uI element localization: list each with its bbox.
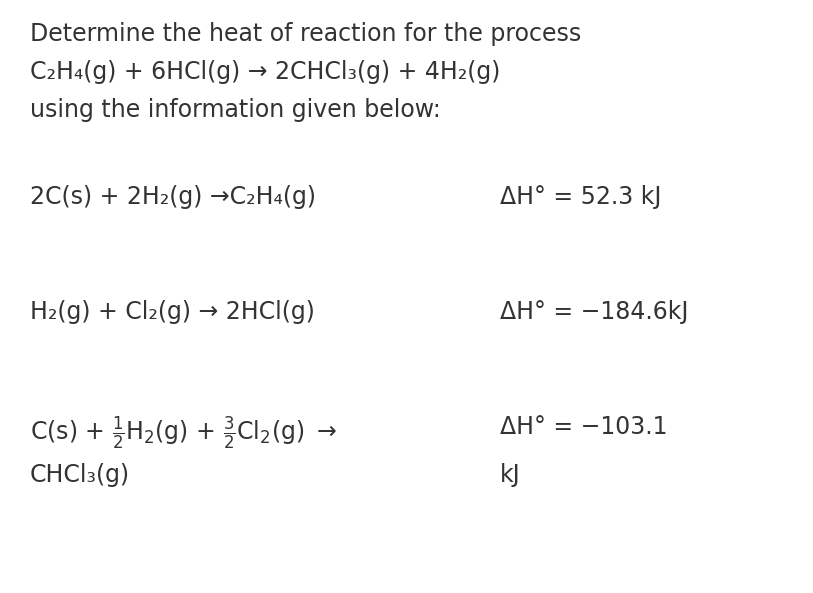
Text: H₂(g) + Cl₂(g) → 2HCl(g): H₂(g) + Cl₂(g) → 2HCl(g) <box>30 300 315 324</box>
Text: using the information given below:: using the information given below: <box>30 98 441 122</box>
Text: 2C(s) + 2H₂(g) →C₂H₄(g): 2C(s) + 2H₂(g) →C₂H₄(g) <box>30 185 316 209</box>
Text: ΔH° = −103.1: ΔH° = −103.1 <box>500 415 667 439</box>
Text: kJ: kJ <box>500 463 521 487</box>
Text: C₂H₄(g) + 6HCl(g) → 2CHCl₃(g) + 4H₂(g): C₂H₄(g) + 6HCl(g) → 2CHCl₃(g) + 4H₂(g) <box>30 60 500 84</box>
Text: ΔH° = −184.6kJ: ΔH° = −184.6kJ <box>500 300 689 324</box>
Text: CHCl₃(g): CHCl₃(g) <box>30 463 130 487</box>
Text: Determine the heat of reaction for the process: Determine the heat of reaction for the p… <box>30 22 581 46</box>
Text: ΔH° = 52.3 kJ: ΔH° = 52.3 kJ <box>500 185 662 209</box>
Text: C(s) + $\mathregular{\frac{1}{2}}$H$_2$(g) + $\mathregular{\frac{3}{2}}$Cl$_2$(g: C(s) + $\mathregular{\frac{1}{2}}$H$_2$(… <box>30 415 337 452</box>
